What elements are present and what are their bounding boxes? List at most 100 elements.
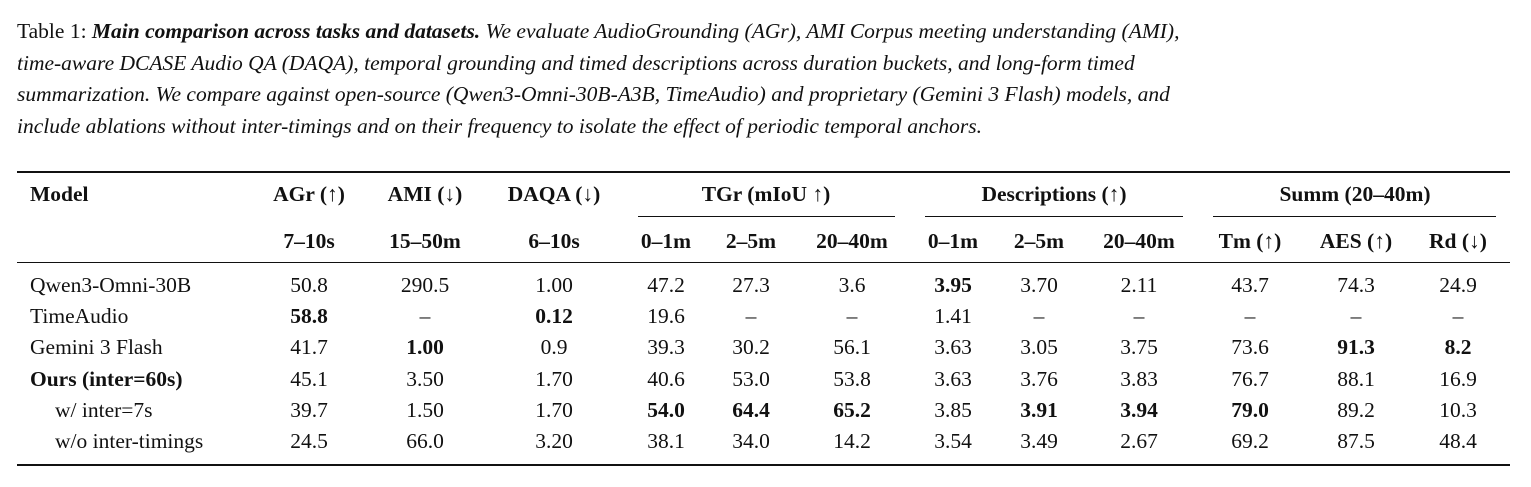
table-cell: 3.76: [1020, 367, 1058, 391]
row-model-name: TimeAudio: [30, 304, 129, 328]
sub-header: 15–50m: [389, 229, 461, 253]
table-cell: 3.85: [934, 398, 972, 422]
table-cell: 87.5: [1337, 429, 1375, 453]
table-cell: 24.9: [1439, 273, 1477, 297]
table-cell: 53.8: [833, 367, 871, 391]
table-cell: 69.2: [1231, 429, 1269, 453]
mid-rule: [17, 262, 1510, 263]
table-cell: 64.4: [732, 398, 770, 422]
sub-header: Tm (↑): [1218, 229, 1282, 253]
row-model-name: Gemini 3 Flash: [30, 335, 163, 359]
table-cell: 43.7: [1231, 273, 1269, 297]
row-model-name: Qwen3-Omni-30B: [30, 273, 192, 297]
table-cell: 30.2: [732, 335, 770, 359]
table-cell: 1.50: [406, 398, 444, 422]
sub-header: AES (↑): [1319, 229, 1393, 253]
table-cell: 1.00: [406, 335, 444, 359]
table-cell: 89.2: [1337, 398, 1375, 422]
table-cell: 3.91: [1020, 398, 1058, 422]
table-cell: 34.0: [732, 429, 770, 453]
row-model-name: w/ inter=7s: [55, 398, 153, 422]
table-cell: 41.7: [290, 335, 328, 359]
table-cell: 3.49: [1020, 429, 1058, 453]
table-cell: 16.9: [1439, 367, 1477, 391]
row-model-name: w/o inter-timings: [55, 429, 204, 453]
table-cell: 0.9: [540, 335, 568, 359]
table-cell: 1.41: [934, 304, 972, 328]
table-cell: –: [1033, 304, 1045, 328]
table-cell: 3.54: [934, 429, 972, 453]
table-cell: 3.05: [1020, 335, 1058, 359]
table-cell: 56.1: [833, 335, 871, 359]
table-cell: 3.6: [838, 273, 866, 297]
sub-header: 0–1m: [640, 229, 692, 253]
sub-header: 0–1m: [927, 229, 979, 253]
sub-header: 20–40m: [1103, 229, 1175, 253]
table-cell: 50.8: [290, 273, 328, 297]
tgr-group-rule: [638, 216, 895, 217]
table-cell: 290.5: [400, 273, 450, 297]
row-model-name: Ours (inter=60s): [30, 367, 183, 391]
table-cell: 14.2: [833, 429, 871, 453]
table-cell: 74.3: [1337, 273, 1375, 297]
summ-group-rule: [1213, 216, 1496, 217]
table-cell: 79.0: [1231, 398, 1269, 422]
table-cell: 1.70: [535, 398, 573, 422]
caption-line-1: We evaluate AudioGrounding (AGr), AMI Co…: [485, 19, 1180, 43]
group-header: Descriptions (↑): [981, 182, 1127, 206]
sub-header: 7–10s: [283, 229, 335, 253]
table-cell: 3.70: [1020, 273, 1058, 297]
caption-line-2: time-aware DCASE Audio QA (DAQA), tempor…: [17, 50, 1135, 75]
table-cell: 3.63: [934, 335, 972, 359]
table-cell: –: [1452, 304, 1464, 328]
group-header: TGr (mIoU ↑): [701, 182, 831, 206]
table-cell: 91.3: [1337, 335, 1375, 359]
sub-header: 20–40m: [816, 229, 888, 253]
table-caption: Table 1: Main comparison across tasks an…: [17, 16, 1517, 142]
caption-label: Table 1:: [17, 19, 87, 43]
table-cell: 1.00: [535, 273, 573, 297]
table-cell: 53.0: [732, 367, 770, 391]
descriptions-group-rule: [925, 216, 1183, 217]
caption-line-3: summarization. We compare against open-s…: [17, 82, 1170, 106]
header-model: Model: [30, 182, 89, 206]
group-header: AGr (↑): [273, 182, 345, 206]
table-cell: 38.1: [647, 429, 685, 453]
table-cell: 40.6: [647, 367, 685, 391]
group-header: DAQA (↓): [507, 182, 601, 206]
table-cell: 3.83: [1120, 367, 1158, 391]
table-cell: 27.3: [732, 273, 770, 297]
table-cell: 54.0: [647, 398, 685, 422]
sub-header: 6–10s: [528, 229, 580, 253]
sub-header: 2–5m: [1013, 229, 1065, 253]
table-cell: 39.3: [647, 335, 685, 359]
table-cell: 76.7: [1231, 367, 1269, 391]
table-cell: –: [1350, 304, 1362, 328]
table-cell: 73.6: [1231, 335, 1269, 359]
table-cell: 48.4: [1439, 429, 1477, 453]
table-cell: 2.67: [1120, 429, 1158, 453]
table-cell: 88.1: [1337, 367, 1375, 391]
caption-title: Main comparison across tasks and dataset…: [91, 19, 481, 43]
table-cell: 8.2: [1444, 335, 1472, 359]
table-cell: 65.2: [833, 398, 871, 422]
table-cell: –: [419, 304, 431, 328]
table-cell: 24.5: [290, 429, 328, 453]
table-cell: 45.1: [290, 367, 328, 391]
table-cell: –: [745, 304, 757, 328]
group-header: AMI (↓): [387, 182, 463, 206]
bottom-rule: [17, 464, 1510, 466]
table-cell: –: [1244, 304, 1256, 328]
table-cell: 3.94: [1120, 398, 1158, 422]
table-cell: 3.50: [406, 367, 444, 391]
table-cell: 58.8: [290, 304, 328, 328]
table-cell: 66.0: [406, 429, 444, 453]
sub-header: Rd (↓): [1429, 229, 1487, 253]
table-cell: 47.2: [647, 273, 685, 297]
table-cell: 39.7: [290, 398, 328, 422]
table-cell: 19.6: [647, 304, 685, 328]
group-header: Summ (20–40m): [1279, 182, 1431, 206]
table-cell: 3.20: [535, 429, 573, 453]
table-cell: 3.63: [934, 367, 972, 391]
table-cell: 1.70: [535, 367, 573, 391]
